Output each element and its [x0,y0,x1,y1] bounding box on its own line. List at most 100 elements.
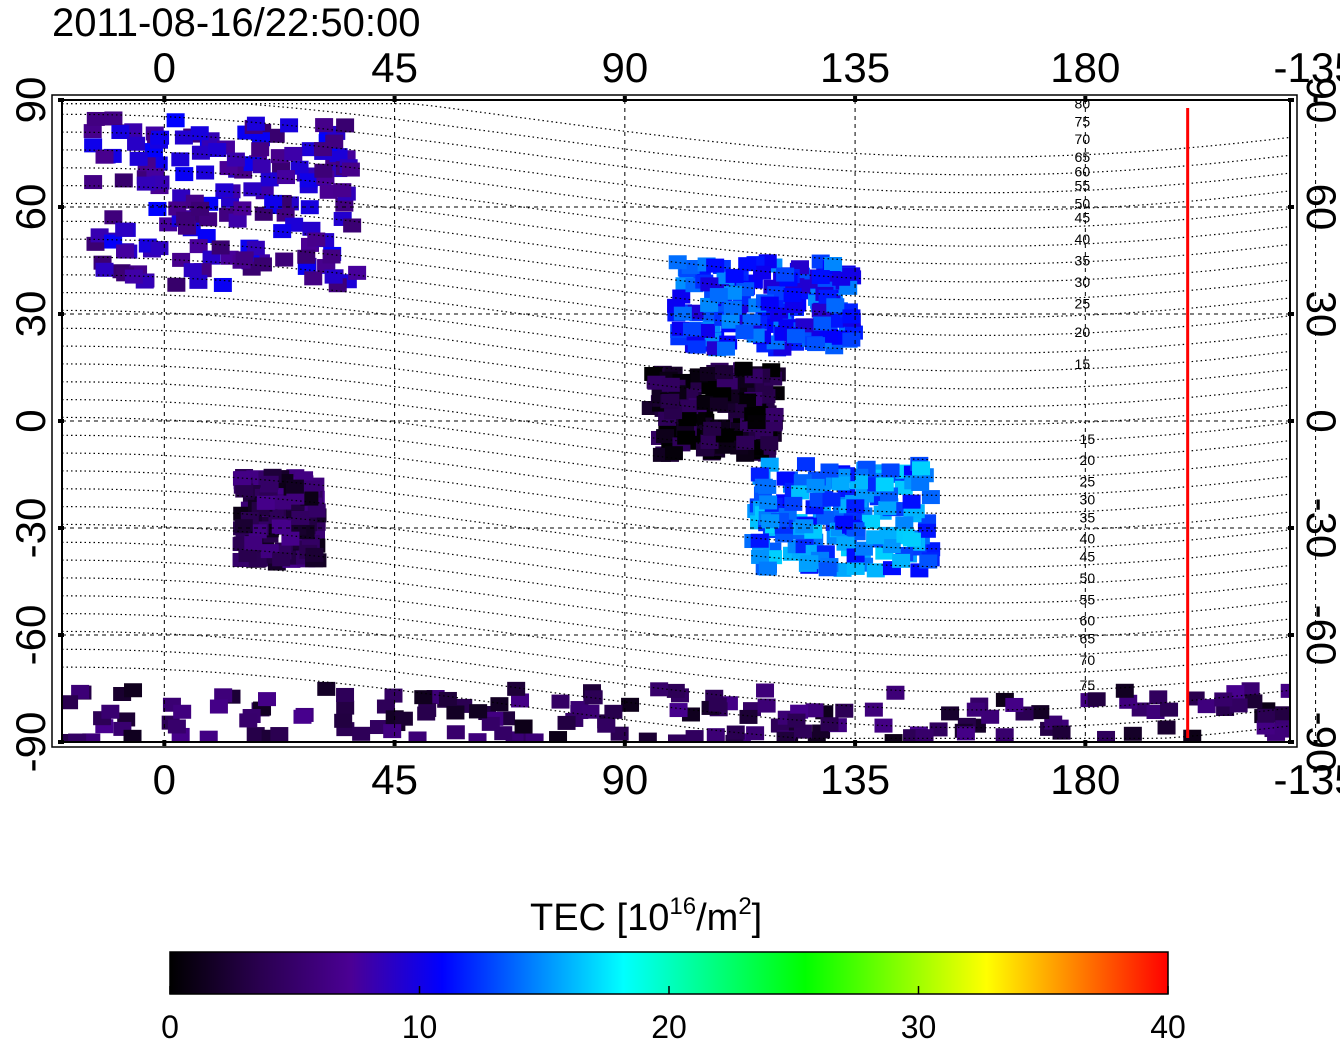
contour-label: 65 [1080,631,1096,647]
tec-cell [251,142,270,157]
tec-cell [941,706,960,721]
tec-cell [1197,699,1216,714]
tec-cell [738,257,757,272]
tec-cell [812,316,831,331]
tec-cell [352,726,371,741]
tec-cell [687,339,706,354]
tec-cell [735,324,754,339]
tec-cell [95,262,114,277]
tick-mark [162,96,167,102]
contour-label: 70 [1075,131,1091,147]
tec-cell [726,725,745,740]
tec-cell [199,730,218,742]
colorbar-ticks: 0 10 20 30 40 [161,986,1186,1042]
tec-cell [826,298,845,313]
tec-cell [68,733,87,742]
contour-line [62,452,1290,533]
tec-cell [800,555,819,570]
tec-cell [505,731,524,742]
tec-cell [757,698,776,713]
tick-mark [392,96,397,102]
contour-label: 50 [1080,570,1096,586]
tec-cell [151,175,170,190]
map-ticks: 0045459090135135180180-135-135-90-90-45-… [7,44,1340,803]
tec-cell [272,552,291,567]
tec-cell [650,682,669,697]
tec-cell [302,480,321,495]
contour-label: 15 [1075,356,1091,372]
tec-cell [171,152,190,167]
tec-cell [124,269,143,284]
contour-label: 70 [1080,652,1096,668]
tec-cell [172,189,191,204]
tec-cell [836,536,855,551]
tec-cell [700,277,719,292]
tec-cell [209,699,228,714]
tec-cell [254,206,273,221]
tec-cell [703,421,722,436]
tec-cell [174,130,193,145]
graticule [62,99,1317,743]
tec-cell [490,697,509,712]
tec-cell [336,700,355,715]
tec-cell [811,270,830,285]
tec-cell [682,322,701,337]
tec-cell [244,536,263,551]
tec-cell [875,477,894,492]
tec-cell [715,439,734,454]
tick-mark [1288,98,1294,102]
tec-cell [793,724,812,739]
contour-line [62,541,1290,622]
tick-mark [58,740,64,744]
tec-cell [557,715,576,730]
tec-cell [685,730,704,742]
tec-cell [334,713,353,728]
tec-cell [446,725,465,740]
tec-cell [1256,720,1275,735]
tick-mark [58,98,64,102]
colorbar-title-exp2: 2 [738,893,751,920]
tick-mark [853,96,858,102]
tec-cell [597,718,616,733]
tec-cell [238,548,257,563]
tec-cell [336,118,355,133]
tec-cell [317,681,336,696]
colorbar: TEC [1016/m2] 0 10 20 30 40 [161,893,1186,1042]
tec-cell [815,510,834,525]
lon-tick-label-top: -135 [1274,44,1340,91]
tec-cell [285,479,304,494]
tick-mark [58,205,64,209]
contour-label: 40 [1075,231,1091,247]
tec-cell [1229,698,1248,713]
tec-cell [1280,683,1290,698]
tec-cell [736,435,755,450]
tec-cell [446,705,465,720]
lon-tick-label-bottom: 90 [601,756,648,803]
tec-cell [995,728,1014,742]
contour-label: 45 [1080,549,1096,565]
tec-cell [656,429,675,444]
tec-cell [167,277,186,292]
tec-cell [902,532,921,547]
tec-cell [270,727,289,742]
tec-cell [300,200,319,215]
tec-cell [921,490,940,505]
tec-cell [734,361,753,376]
contour-line [62,399,1290,479]
colorbar-title: TEC [1016/m2] [530,893,762,939]
tec-cell [666,683,685,698]
tec-cell [235,483,254,498]
tec-cell [866,530,885,545]
contour-label: 30 [1075,274,1091,290]
tec-cell [1274,706,1290,721]
lon-tick-label-top: 180 [1050,44,1120,91]
tec-cell [302,221,321,236]
tec-cell [511,693,530,708]
tec-cell [835,515,854,530]
tec-cell [846,560,865,575]
lat-tick-label-right: -90 [1298,712,1340,773]
contour-label: 20 [1075,324,1091,340]
tec-cell [273,520,292,535]
tec-cell [715,365,734,380]
tec-cell [123,729,142,742]
